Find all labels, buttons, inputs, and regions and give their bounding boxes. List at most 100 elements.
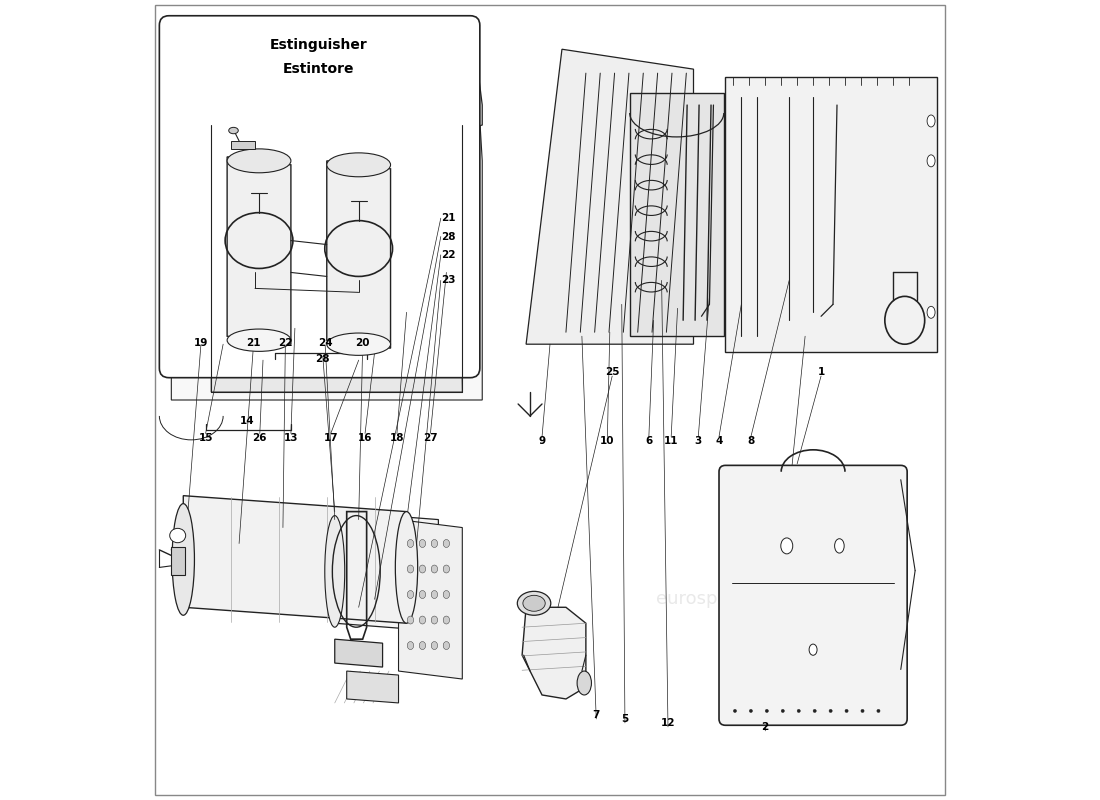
Text: eurospar·es: eurospar·es <box>657 271 762 290</box>
Ellipse shape <box>407 539 414 547</box>
Text: 3: 3 <box>695 437 702 446</box>
Ellipse shape <box>419 539 426 547</box>
Text: 2: 2 <box>761 722 769 732</box>
Ellipse shape <box>229 127 239 134</box>
Text: 14: 14 <box>240 416 254 426</box>
Ellipse shape <box>431 616 438 624</box>
Ellipse shape <box>419 616 426 624</box>
Ellipse shape <box>927 155 935 167</box>
Polygon shape <box>334 639 383 667</box>
Text: Estinguisher: Estinguisher <box>270 38 367 52</box>
Ellipse shape <box>443 590 450 598</box>
Polygon shape <box>398 519 462 679</box>
Text: 24: 24 <box>318 338 332 347</box>
Polygon shape <box>629 93 724 336</box>
Ellipse shape <box>395 512 418 623</box>
Text: 26: 26 <box>253 434 267 443</box>
Ellipse shape <box>431 642 438 650</box>
Text: 5: 5 <box>621 714 628 724</box>
Text: 28: 28 <box>441 231 456 242</box>
Text: 6: 6 <box>646 437 652 446</box>
Polygon shape <box>172 547 185 575</box>
Text: eurospar·es: eurospar·es <box>257 590 364 608</box>
Polygon shape <box>227 157 290 344</box>
Ellipse shape <box>517 591 551 615</box>
Text: 19: 19 <box>194 338 208 347</box>
Ellipse shape <box>407 590 414 598</box>
Ellipse shape <box>522 595 546 611</box>
Ellipse shape <box>431 565 438 573</box>
Ellipse shape <box>419 565 426 573</box>
Ellipse shape <box>407 565 414 573</box>
Text: 21: 21 <box>246 338 261 347</box>
Polygon shape <box>175 43 482 129</box>
Ellipse shape <box>734 710 737 713</box>
Ellipse shape <box>227 329 290 351</box>
Text: 12: 12 <box>661 718 675 728</box>
Ellipse shape <box>927 115 935 127</box>
Ellipse shape <box>766 710 769 713</box>
Text: eurospar·es: eurospar·es <box>657 590 762 608</box>
Ellipse shape <box>407 642 414 650</box>
Text: 20: 20 <box>355 338 370 347</box>
Ellipse shape <box>927 306 935 318</box>
Ellipse shape <box>419 590 426 598</box>
Text: 27: 27 <box>424 434 438 443</box>
Polygon shape <box>526 50 693 344</box>
Text: 11: 11 <box>664 437 679 446</box>
FancyBboxPatch shape <box>719 466 907 726</box>
Text: 18: 18 <box>389 434 404 443</box>
Text: 25: 25 <box>605 367 619 377</box>
Polygon shape <box>211 85 462 392</box>
Ellipse shape <box>810 644 817 655</box>
Text: 13: 13 <box>284 434 298 443</box>
Polygon shape <box>172 38 482 400</box>
Ellipse shape <box>172 504 195 615</box>
Ellipse shape <box>227 149 290 173</box>
Ellipse shape <box>861 710 865 713</box>
Polygon shape <box>522 607 586 699</box>
Ellipse shape <box>781 710 784 713</box>
Polygon shape <box>346 671 398 703</box>
Polygon shape <box>334 512 439 631</box>
Ellipse shape <box>443 642 450 650</box>
Ellipse shape <box>327 153 390 177</box>
Text: 10: 10 <box>601 437 615 446</box>
Ellipse shape <box>324 515 344 627</box>
Ellipse shape <box>443 616 450 624</box>
Text: 17: 17 <box>323 434 338 443</box>
Text: 15: 15 <box>198 434 213 443</box>
Ellipse shape <box>443 565 450 573</box>
Text: 1: 1 <box>817 367 825 377</box>
Ellipse shape <box>835 538 844 553</box>
Text: 21: 21 <box>441 214 456 223</box>
Ellipse shape <box>829 710 833 713</box>
Text: 4: 4 <box>715 437 723 446</box>
Text: 22: 22 <box>278 338 293 347</box>
Ellipse shape <box>419 642 426 650</box>
Text: 23: 23 <box>441 275 456 286</box>
Polygon shape <box>725 77 937 352</box>
FancyBboxPatch shape <box>160 16 480 378</box>
Text: 9: 9 <box>539 437 546 446</box>
Ellipse shape <box>877 710 880 713</box>
Polygon shape <box>231 141 255 149</box>
Text: 22: 22 <box>441 250 456 260</box>
Ellipse shape <box>749 710 752 713</box>
Text: eurospar·es: eurospar·es <box>257 271 364 290</box>
Ellipse shape <box>327 333 390 355</box>
Ellipse shape <box>443 539 450 547</box>
Ellipse shape <box>169 528 186 542</box>
Ellipse shape <box>813 710 816 713</box>
Text: 16: 16 <box>358 434 372 443</box>
Ellipse shape <box>798 710 801 713</box>
Polygon shape <box>327 161 390 348</box>
Ellipse shape <box>578 671 592 695</box>
Ellipse shape <box>431 539 438 547</box>
Ellipse shape <box>781 538 793 554</box>
Ellipse shape <box>431 590 438 598</box>
Ellipse shape <box>407 616 414 624</box>
Ellipse shape <box>845 710 848 713</box>
Text: 28: 28 <box>316 354 330 363</box>
Text: 8: 8 <box>747 437 755 446</box>
